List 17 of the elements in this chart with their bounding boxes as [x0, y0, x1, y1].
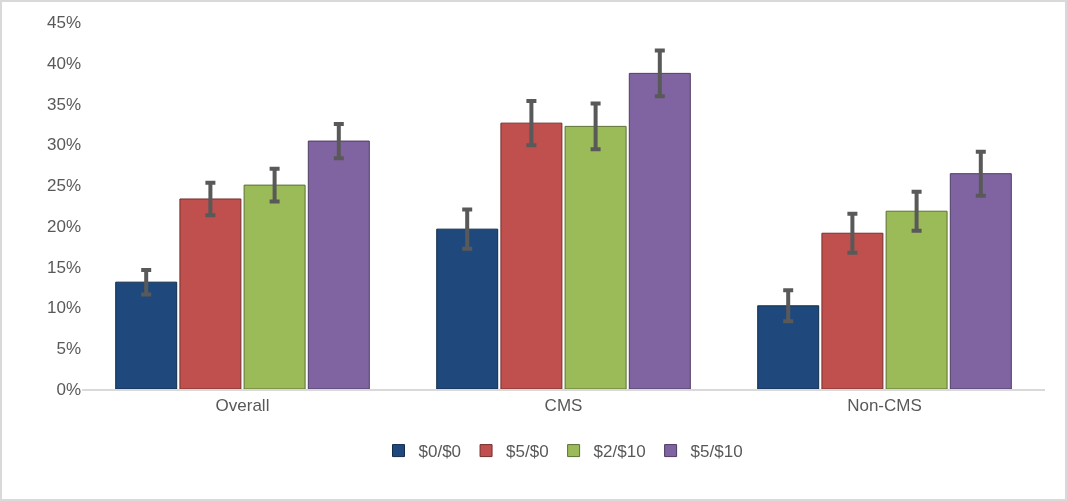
y-tick-label: 5%: [56, 339, 81, 359]
y-tick-label: 25%: [46, 176, 81, 196]
legend-label: $5/$10: [690, 442, 743, 462]
x-tick-label: Non-CMS: [847, 396, 922, 416]
y-tick-label: 45%: [46, 12, 81, 32]
y-tick-label: 30%: [46, 135, 81, 155]
y-tick-label: 15%: [46, 257, 81, 277]
y-tick-label: 35%: [46, 94, 81, 114]
x-tick-label: CMS: [544, 396, 583, 416]
y-tick-label: 20%: [46, 216, 81, 236]
y-tick-label: 10%: [46, 298, 81, 318]
legend-label: $5/$0: [506, 442, 549, 462]
legend-label: $2/$10: [593, 442, 646, 462]
legend-label: $0/$0: [418, 442, 462, 462]
y-tick-label: 40%: [46, 53, 81, 73]
y-tick-label: 0%: [56, 379, 81, 399]
x-tick-label: Overall: [215, 396, 270, 416]
